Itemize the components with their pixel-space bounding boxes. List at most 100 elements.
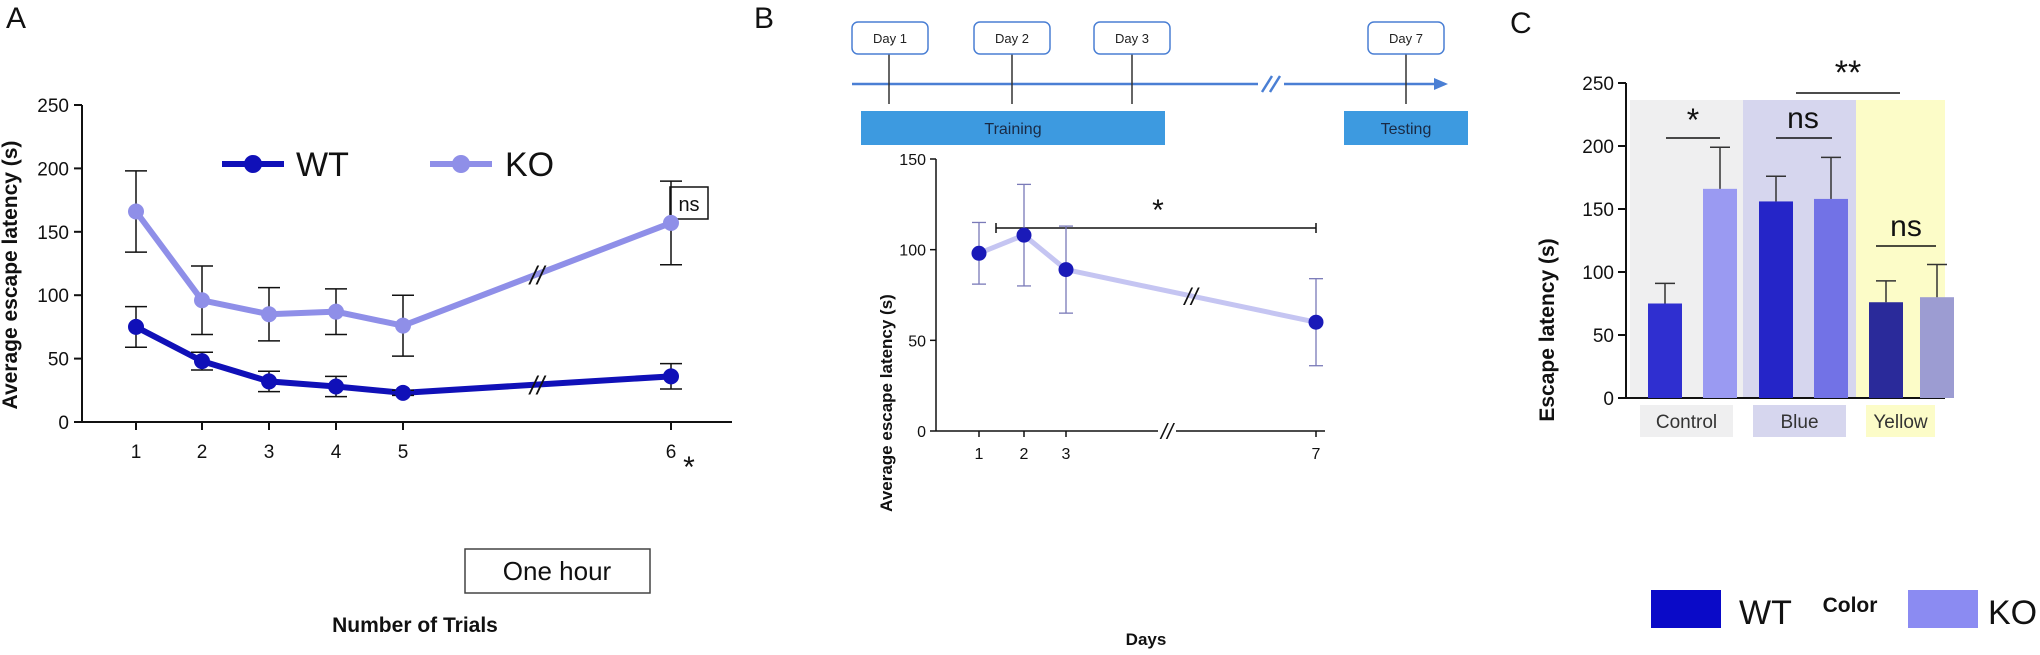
panel-c-cat-label-blue: Blue [1780, 412, 1818, 433]
panel-c-legend: WT KO [1651, 590, 2037, 632]
training-label: Training [984, 121, 1041, 138]
panel-c-ytick-label-4: 200 [1582, 137, 1614, 158]
panel-c-ytick-label-2: 100 [1582, 263, 1614, 284]
panel-c-sig-label-yellow: ns [1890, 210, 1922, 243]
panel-a-ylabel: Average escape latency (s) [0, 141, 22, 410]
panel-a-xtick-label-5: 6 [666, 442, 677, 463]
panel-a-point-wt-0 [128, 318, 144, 335]
panel-a-ytick-label-4: 200 [37, 159, 69, 180]
panel-a-point-ko-3 [328, 303, 344, 320]
panel-c-cat-box-control [1640, 405, 1733, 437]
panel-b-xtick-label-1: 2 [1020, 446, 1029, 463]
day1-box [851, 21, 929, 55]
panel-c-bar-ko-control [1703, 188, 1737, 398]
panel-a-ytick-label-1: 50 [48, 350, 69, 371]
panel-b-chart: Day 1 Day 2 Day 3 Day 7 Training Testing… [851, 21, 1468, 649]
panel-c-cat-box-yellow [1866, 405, 1935, 437]
panel-c-xlabel: Color [1823, 594, 1878, 617]
legend-wt-label: WT [296, 146, 349, 184]
panel-a-break-ko: // [528, 260, 547, 290]
panel-c-bar-ko-blue [1814, 198, 1848, 398]
panel-a-point-wt-2 [261, 373, 277, 390]
panel-a-legend: WT KO [222, 146, 554, 184]
panel-b-timeline: Day 1 Day 2 Day 3 Day 7 Training Testing [851, 21, 1468, 145]
panel-a-point-wt-5 [663, 368, 679, 385]
panel-c-bar-ko-yellow [1920, 297, 1954, 398]
panel-c-cat-box-blue [1753, 405, 1846, 437]
panel-a-xtick-label-0: 1 [131, 442, 142, 463]
panel-b-star: * [1152, 194, 1164, 227]
panel-a-point-wt-1 [194, 353, 210, 370]
panel-a-point-ko-0 [128, 203, 144, 220]
panel-b-point-2 [1058, 262, 1074, 278]
panel-c-ytick-label-5: 250 [1582, 74, 1614, 95]
panel-b-point-3 [1308, 314, 1324, 330]
one-hour-box [464, 548, 651, 594]
panel-b-ylabel: Average escape latency (s) [877, 294, 896, 512]
day2-label: Day 2 [995, 31, 1029, 46]
panel-a-ytick-label-5: 250 [37, 96, 69, 117]
panel-a-chart: Average escape latency (s) Number of Tri… [0, 96, 732, 637]
legend-c-ko-label: KO [1988, 594, 2037, 632]
panel-a-ytick-label-2: 100 [37, 286, 69, 307]
panel-a-line-ko [133, 209, 673, 329]
panel-c-sig-label-control: * [1687, 102, 1699, 138]
panel-c-ytick-label-0: 0 [1603, 389, 1614, 410]
day3-box [1093, 21, 1171, 55]
panel-b-point-0 [971, 245, 987, 261]
panel-b-point-1 [1016, 227, 1032, 243]
panel-c-bar-wt-control [1648, 303, 1682, 398]
panel-b-xtick-label-3: 7 [1312, 446, 1321, 463]
legend-wt-marker [244, 155, 262, 173]
panel-c-cat-label-yellow: Yellow [1873, 412, 1928, 433]
timeline-break-2 [1268, 75, 1282, 93]
panel-a-ytick-label-0: 0 [58, 413, 69, 434]
panel-c-sig-label-blue-vs-yellow: ** [1835, 54, 1861, 92]
ns-box-label: ns [678, 194, 699, 216]
panel-a-xtick-label-4: 5 [398, 442, 409, 463]
panel-b-ytick-label-1: 50 [908, 333, 926, 350]
legend-ko-label: KO [505, 146, 554, 184]
day7-box [1367, 21, 1445, 55]
day1-label: Day 1 [873, 31, 907, 46]
panel-b-xlabel: Days [1126, 630, 1167, 649]
panel-b-ytick-label-3: 150 [899, 152, 926, 169]
panel-label-b: B [754, 2, 774, 35]
panel-c-ytick-label-1: 50 [1593, 326, 1614, 347]
legend-c-wt-label: WT [1739, 594, 1792, 632]
panel-a-point-ko-1 [194, 292, 210, 309]
legend-c-wt-swatch [1651, 590, 1721, 628]
day2-box [973, 21, 1051, 55]
panel-b-xtick-label-2: 3 [1062, 446, 1071, 463]
panel-c-sig-label-blue: ns [1787, 102, 1819, 135]
panel-a-xtick-label-2: 3 [264, 442, 275, 463]
legend-c-ko-swatch [1908, 590, 1978, 628]
panel-b-line [978, 232, 1317, 325]
testing-label: Testing [1381, 121, 1432, 138]
panel-a-xtick-label-3: 4 [331, 442, 342, 463]
panel-label-c: C [1510, 7, 1532, 40]
panel-c-bar-wt-blue [1759, 201, 1793, 398]
panel-c-ylabel: Escape latency (s) [1536, 238, 1559, 421]
panel-a-point-ko-4 [395, 317, 411, 334]
testing-bar [1344, 111, 1468, 145]
timeline-break-1 [1260, 75, 1274, 93]
day7-label: Day 7 [1389, 31, 1423, 46]
legend-ko-marker [452, 155, 470, 173]
panel-a-point-ko-5 [663, 214, 679, 231]
panel-a-xlabel: Number of Trials [332, 614, 498, 637]
panel-b-xtick-label-0: 1 [975, 446, 984, 463]
panel-c-ytick-label-3: 150 [1582, 200, 1614, 221]
panel-a-xtick-label-1: 2 [197, 442, 208, 463]
panel-a-point-ko-2 [261, 306, 277, 323]
day3-label: Day 3 [1115, 31, 1149, 46]
ns-box [669, 186, 709, 220]
panel-a-point-wt-3 [328, 378, 344, 395]
panel-b-line-break: // [1182, 284, 1200, 311]
panel-a-star: * [683, 451, 695, 484]
panel-a-line-wt [134, 324, 672, 396]
training-bar [861, 111, 1165, 145]
panel-label-a: A [6, 2, 26, 35]
panel-c-bar-wt-yellow [1869, 302, 1903, 398]
